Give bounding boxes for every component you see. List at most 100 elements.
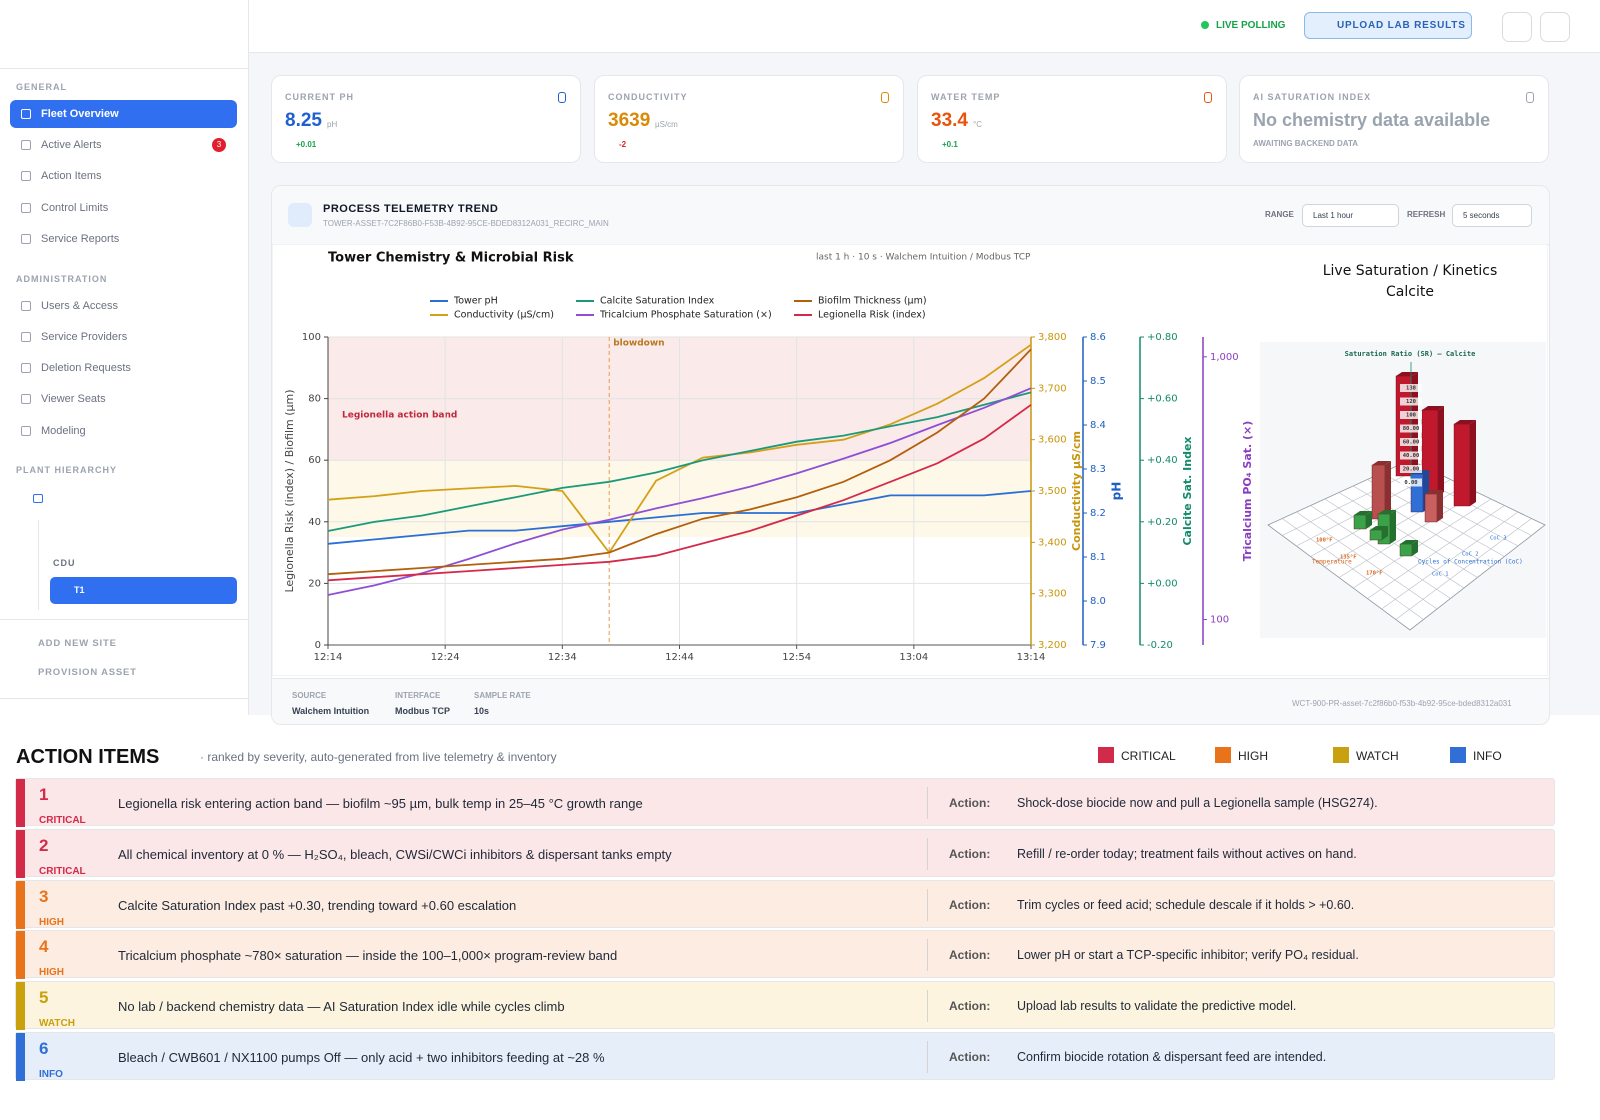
nav-item[interactable]: Deletion Requests xyxy=(10,354,237,382)
nav-label: Action Items xyxy=(41,170,102,182)
temp-tick-label: 170°F xyxy=(1366,571,1383,577)
add-site[interactable]: ADD NEW SITE xyxy=(20,636,220,652)
severity-bar xyxy=(16,779,25,827)
kpi-value: 33.4 xyxy=(931,110,968,131)
y-tick-label: +0.40 xyxy=(1147,455,1178,466)
refresh-label: REFRESH xyxy=(1407,210,1446,219)
issue: Calcite Saturation Index past +0.30, tre… xyxy=(118,897,517,913)
footer-label: SOURCE xyxy=(292,691,327,700)
temp-tick-label: 100°F xyxy=(1316,538,1333,544)
y-tick-label: +0.20 xyxy=(1147,517,1178,528)
bar-side xyxy=(1437,490,1443,522)
z-label-bg xyxy=(1400,438,1422,446)
legend-swatch xyxy=(1450,747,1466,763)
y-tick-label: 100 xyxy=(302,332,321,343)
y-tick-label: 80 xyxy=(308,394,321,405)
kpi-note: AWAITING BACKEND DATA xyxy=(1253,139,1359,148)
theme-button[interactable] xyxy=(1540,12,1570,42)
action-row: 5 WATCH No lab / backend chemistry data — … xyxy=(15,981,1555,1031)
kpi-label: WATER TEMP xyxy=(931,92,1001,102)
y-tick-label: 3,200 xyxy=(1038,640,1067,651)
x-tick-label: 12:44 xyxy=(665,652,694,663)
footer-label: INTERFACE xyxy=(395,691,441,700)
coc-tick-label: CoC 2 xyxy=(1462,552,1479,558)
telemetry-title: PROCESS TELEMETRY TREND xyxy=(323,203,499,215)
y-tick-label: 8.0 xyxy=(1090,596,1106,607)
x-tick-label: 12:24 xyxy=(431,652,460,663)
tree-asset[interactable]: T1 xyxy=(50,577,237,604)
y-tick-label: 40 xyxy=(308,517,321,528)
bar-side xyxy=(1412,540,1418,556)
action-label: Action: xyxy=(949,897,991,912)
row-divider xyxy=(927,990,928,1023)
kinetics-subtitle: Calcite xyxy=(1386,284,1434,300)
tree-group: CDU xyxy=(53,558,76,568)
kpi-unit: °C xyxy=(973,120,982,129)
floor-grid xyxy=(1353,498,1492,589)
y-tick-label: 3,500 xyxy=(1038,486,1067,497)
bar-front xyxy=(1369,529,1383,541)
notifications-button[interactable] xyxy=(1502,12,1532,42)
nav-label: Users & Access xyxy=(41,300,119,312)
legend-swatch xyxy=(1215,747,1231,763)
y-tick-label: 8.1 xyxy=(1090,552,1106,563)
legend-label: Biofilm Thickness (µm) xyxy=(818,296,927,307)
nav-item[interactable]: Fleet Overview xyxy=(10,100,237,128)
tree-asset-label: T1 xyxy=(74,585,85,595)
tree-icon xyxy=(33,494,43,503)
range-select[interactable]: Last 1 hour xyxy=(1302,204,1399,227)
nav-item[interactable]: Viewer Seats xyxy=(10,385,237,413)
nav-icon xyxy=(21,301,31,311)
floor-grid xyxy=(1395,518,1532,620)
nav-item[interactable]: Service Reports xyxy=(10,225,237,253)
kinetics-title: Live Saturation / Kinetics xyxy=(1323,263,1498,279)
tree-line xyxy=(38,520,39,610)
rank: 5 xyxy=(39,988,49,1008)
nav-icon xyxy=(21,203,31,213)
nav-label: Active Alerts xyxy=(41,139,102,151)
provision-asset[interactable]: PROVISION ASSET xyxy=(20,665,220,681)
rank: 6 xyxy=(39,1039,49,1058)
action-text: Confirm biocide rotation & dispersant fe… xyxy=(1017,1050,1327,1064)
refresh-select[interactable]: 5 seconds xyxy=(1452,204,1532,227)
legend-label: HIGH xyxy=(1238,749,1268,763)
bar-top xyxy=(1354,511,1372,515)
series-line xyxy=(327,343,1032,555)
nav-item[interactable]: Control Limits xyxy=(10,194,237,222)
legend-label: Calcite Saturation Index xyxy=(600,296,715,307)
z-tick-label: 0.00 xyxy=(1404,480,1417,486)
row-divider xyxy=(927,837,928,870)
nav-label: Control Limits xyxy=(41,202,109,214)
y-tick-label: 0 xyxy=(315,640,321,651)
bar-side xyxy=(1366,511,1372,529)
alert-badge: 3 xyxy=(212,138,226,152)
kpi-card: CURRENT PH 8.25 pH +0.01 xyxy=(271,75,581,163)
y-tick-label: 3,600 xyxy=(1038,435,1067,446)
rank: 1 xyxy=(39,785,49,804)
y-axis-label: Calcite Sat. Index xyxy=(1181,436,1194,545)
nav-item[interactable]: Action Items xyxy=(10,162,237,190)
kpi-card: WATER TEMP 33.4 °C +0.1 xyxy=(917,75,1227,163)
series-line xyxy=(327,348,1032,576)
upload-button[interactable]: UPLOAD LAB RESULTS xyxy=(1304,12,1472,39)
nav-item[interactable]: Active Alerts 3 xyxy=(10,131,237,159)
nav-item[interactable]: Users & Access xyxy=(10,292,237,320)
telemetry-icon xyxy=(288,203,312,227)
action-row: 4 HIGH Tricalcium phosphate ~780× saturati… xyxy=(15,930,1555,980)
legend-label: INFO xyxy=(1473,749,1502,763)
y-tick-label: 100 xyxy=(1210,615,1229,626)
bar-top xyxy=(1372,461,1391,465)
x-tick-label: 13:14 xyxy=(1017,652,1046,663)
nav-item[interactable]: Service Providers xyxy=(10,323,237,351)
temp-axis-label: Temperature xyxy=(1312,559,1352,566)
y-tick-label: 8.4 xyxy=(1090,420,1106,431)
nav-label: Fleet Overview xyxy=(41,108,119,120)
nav-item[interactable]: Modeling xyxy=(10,417,237,445)
bar-front xyxy=(1424,493,1438,523)
footer-label: SAMPLE RATE xyxy=(474,691,531,700)
action-text: Refill / re-order today; treatment fails… xyxy=(1017,846,1357,861)
action-row: 2 CRITICAL All chemical inventory at 0 % —… xyxy=(15,828,1555,878)
row-divider xyxy=(927,939,928,972)
kpi-label: CONDUCTIVITY xyxy=(608,92,688,102)
bar-top xyxy=(1378,510,1396,514)
